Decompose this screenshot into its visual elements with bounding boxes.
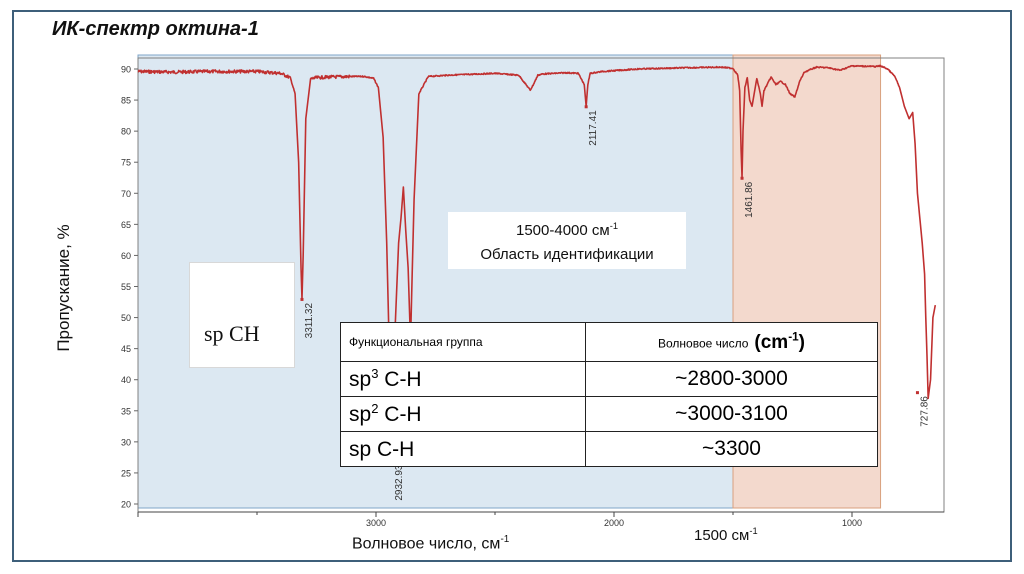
y-tick-label: 80 — [121, 127, 131, 137]
spectrum-line — [137, 64, 937, 462]
peak-marker — [915, 391, 919, 395]
slide-title: ИК-спектр октина-1 — [52, 18, 259, 40]
peak-label: 727.86 — [919, 396, 930, 427]
y-tick-label: 75 — [121, 158, 131, 168]
table-row: sp3 C-H ~2800-3000 — [340, 361, 878, 397]
y-tick-label: 65 — [121, 220, 131, 230]
slide-frame — [12, 10, 1012, 562]
region-boundary-label: 1500 см-1 — [694, 526, 758, 544]
x-axis-label: Волновое число, см-1 — [352, 534, 510, 553]
peak-label: 2932.93 — [394, 464, 405, 501]
sp-ch-label: sp CH — [204, 321, 260, 346]
y-axis-label: Пропускание, % — [54, 224, 73, 352]
y-tick-label: 20 — [121, 500, 131, 510]
y-tick-label: 50 — [121, 313, 131, 323]
peak-label: 2117.41 — [588, 110, 599, 146]
y-tick-label: 30 — [121, 437, 131, 447]
x-tick-label: 3000 — [366, 518, 386, 528]
region-range: 1500-4000 см-1 — [516, 221, 618, 239]
range-cell: ~2800-3000 — [585, 361, 878, 397]
x-tick-label: 2000 — [604, 518, 624, 528]
header-wavenumber: Волновое число (cm-1) — [585, 322, 878, 362]
table-header-row: Функциональная группа Волновое число (cm-… — [340, 322, 878, 362]
peak-marker — [300, 297, 304, 301]
peak-marker — [584, 105, 588, 109]
x-tick-label: 1000 — [842, 518, 862, 528]
region-name: Область идентификации — [480, 246, 654, 263]
range-cell: ~3300 — [585, 431, 878, 467]
group-cell: sp C-H — [340, 431, 586, 467]
header-group: Функциональная группа — [340, 322, 586, 362]
y-tick-label: 55 — [121, 282, 131, 292]
group-cell: sp2 C-H — [340, 396, 586, 432]
y-tick-label: 45 — [121, 344, 131, 354]
y-tick-label: 35 — [121, 406, 131, 416]
table-row: sp C-H ~3300 — [340, 431, 878, 467]
sp-ch-label-box: sp CH — [189, 262, 295, 368]
peak-label: 1461.86 — [744, 181, 755, 218]
y-tick-label: 85 — [121, 96, 131, 106]
y-tick-label: 70 — [121, 189, 131, 199]
y-tick-label: 25 — [121, 468, 131, 478]
peak-label: 3311.32 — [304, 302, 315, 338]
table-row: sp2 C-H ~3000-3100 — [340, 396, 878, 432]
peak-marker — [740, 176, 744, 180]
functional-group-table: Функциональная группа Волновое число (cm-… — [340, 322, 878, 467]
y-tick-label: 90 — [121, 65, 131, 75]
range-cell: ~3000-3100 — [585, 396, 878, 432]
y-tick-label: 60 — [121, 251, 131, 261]
y-tick-label: 40 — [121, 375, 131, 385]
group-cell: sp3 C-H — [340, 361, 586, 397]
identification-region-label: 1500-4000 см-1 Область идентификации — [448, 212, 686, 269]
